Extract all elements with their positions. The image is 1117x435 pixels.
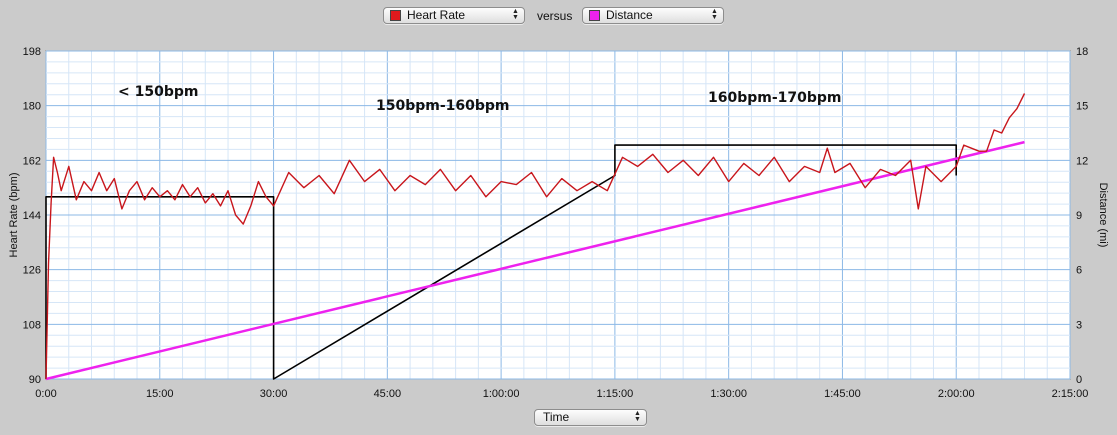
y-axis-title: Heart Rate (bpm) bbox=[8, 173, 20, 258]
heart-rate-color-swatch bbox=[390, 10, 401, 21]
x-axis-metric-label: Time bbox=[543, 410, 570, 424]
versus-label: versus bbox=[537, 9, 573, 23]
x-tick-label: 30:00 bbox=[260, 388, 288, 400]
y2-axis-ticks: 0 3 6 9 12 15 18 bbox=[1076, 46, 1088, 386]
x-tick-label: 2:15:00 bbox=[1052, 388, 1089, 400]
x-tick-label: 1:00:00 bbox=[483, 388, 520, 400]
y-tick-label: 90 bbox=[29, 374, 41, 386]
distance-color-swatch bbox=[589, 10, 600, 21]
x-axis-metric-select[interactable]: Time ▲ ▼ bbox=[534, 409, 647, 426]
annotation-below-150: < 150bpm bbox=[118, 84, 198, 100]
x-tick-label: 1:30:00 bbox=[710, 388, 747, 400]
x-tick-label: 0:00 bbox=[35, 388, 56, 400]
x-tick-label: 1:15:00 bbox=[597, 388, 634, 400]
grid bbox=[45, 50, 1071, 380]
x-tick-label: 1:45:00 bbox=[824, 388, 861, 400]
x-axis-ticks: 0:00 15:00 30:00 45:00 1:00:00 1:15:00 1:30:00… bbox=[35, 388, 1088, 400]
x-tick-label: 45:00 bbox=[374, 388, 402, 400]
annotation-150-160: 150bpm-160bpm bbox=[376, 98, 510, 114]
y-tick-label: 108 bbox=[23, 319, 41, 331]
annotation-160-170: 160bpm-170bpm bbox=[708, 90, 842, 106]
series-layer bbox=[45, 93, 1026, 381]
y2-tick-label: 12 bbox=[1076, 155, 1088, 167]
select-arrows-icon: ▲ ▼ bbox=[711, 8, 718, 21]
y2-tick-label: 6 bbox=[1076, 265, 1082, 277]
y-tick-label: 126 bbox=[23, 265, 41, 277]
y2-tick-label: 3 bbox=[1076, 319, 1082, 331]
y-tick-label: 162 bbox=[23, 155, 41, 167]
select-arrows-icon: ▲ ▼ bbox=[512, 8, 519, 21]
y2-axis-title: Distance (mi) bbox=[1097, 183, 1109, 248]
y-axis-metric-label: Heart Rate bbox=[407, 8, 466, 22]
select-arrows-icon: ▲ ▼ bbox=[634, 410, 641, 423]
x-tick-label: 15:00 bbox=[146, 388, 174, 400]
y-tick-label: 144 bbox=[23, 210, 41, 222]
y2-axis-metric-label: Distance bbox=[606, 8, 653, 22]
y-axis-ticks: 90 108 126 144 162 180 198 bbox=[23, 46, 41, 386]
y-tick-label: 198 bbox=[23, 46, 41, 58]
y2-tick-label: 0 bbox=[1076, 374, 1082, 386]
x-tick-label: 2:00:00 bbox=[938, 388, 975, 400]
y2-tick-label: 18 bbox=[1076, 46, 1088, 58]
heart-rate-zones-series bbox=[45, 144, 958, 380]
y-tick-label: 180 bbox=[23, 101, 41, 113]
heart-rate-series bbox=[45, 93, 1026, 380]
y2-tick-label: 9 bbox=[1076, 210, 1082, 222]
y-axis-metric-select[interactable]: Heart Rate ▲ ▼ bbox=[383, 7, 525, 24]
y2-axis-metric-select[interactable]: Distance ▲ ▼ bbox=[582, 7, 724, 24]
y2-tick-label: 15 bbox=[1076, 101, 1088, 113]
